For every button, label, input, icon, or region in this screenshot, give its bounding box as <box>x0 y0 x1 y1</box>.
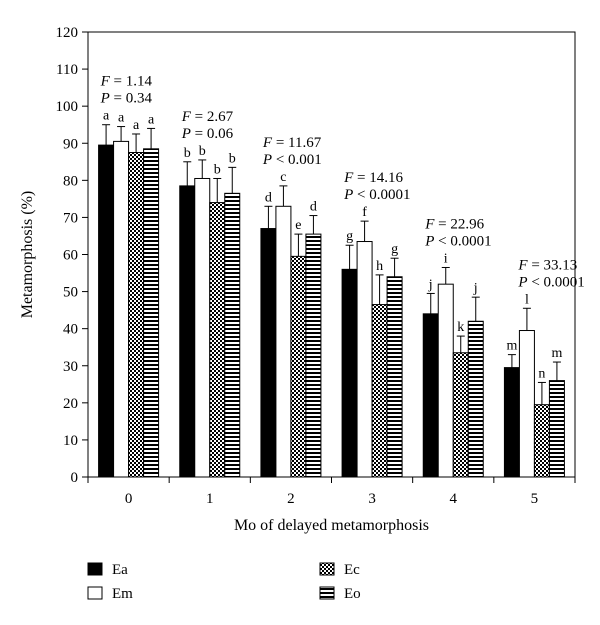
significance-letter: e <box>295 218 301 233</box>
legend-label-ea: Ea <box>112 562 128 578</box>
legend-label-em: Em <box>112 586 133 602</box>
y-tick-label: 80 <box>63 173 78 189</box>
plot-frame <box>87 31 576 478</box>
f-statistic-label: F = 1.14 <box>100 74 153 90</box>
y-tick-label: 30 <box>63 359 78 375</box>
legend-swatch-em <box>87 586 103 600</box>
significance-letter: j <box>428 277 433 292</box>
significance-letter: n <box>538 366 545 381</box>
y-tick-label: 120 <box>56 25 79 41</box>
bar-ec <box>371 304 388 478</box>
y-tick-label: 10 <box>63 433 78 449</box>
significance-letter: j <box>473 281 478 296</box>
bar-eo <box>224 192 241 478</box>
y-tick-label: 110 <box>56 62 78 78</box>
significance-letter: b <box>184 146 191 161</box>
bar-em <box>275 205 292 478</box>
significance-letter: i <box>444 251 448 266</box>
p-value-label: P = 0.34 <box>100 91 153 107</box>
significance-letter: a <box>103 109 110 124</box>
bar-em <box>437 283 454 478</box>
p-value-label: P < 0.0001 <box>343 187 410 203</box>
significance-letter: c <box>280 170 286 185</box>
bar-ec <box>452 352 469 478</box>
significance-letter: h <box>376 259 383 274</box>
bar-ec <box>290 255 307 478</box>
p-value-label: P = 0.06 <box>181 126 234 142</box>
y-tick-label: 40 <box>63 322 78 338</box>
x-tick-label: 4 <box>450 491 458 507</box>
y-tick-label: 50 <box>63 285 78 301</box>
bar-em <box>113 140 130 478</box>
significance-letter: k <box>457 320 464 335</box>
p-value-label: P < 0.0001 <box>517 274 584 290</box>
bar-ec <box>128 152 145 478</box>
significance-letter: g <box>346 229 353 244</box>
significance-letter: f <box>362 205 367 220</box>
significance-letter: b <box>199 144 206 159</box>
bar-ea <box>422 313 439 478</box>
f-statistic-label: F = 2.67 <box>181 109 234 125</box>
significance-letter: l <box>525 292 529 307</box>
legend-label-eo: Eo <box>344 586 361 602</box>
significance-letter: g <box>391 242 398 257</box>
y-tick-label: 90 <box>63 136 78 152</box>
bar-eo <box>305 233 322 478</box>
bar-ec <box>209 202 226 478</box>
bar-eo <box>143 148 160 478</box>
bar-ea <box>260 228 277 478</box>
x-tick-label: 0 <box>125 491 133 507</box>
p-value-label: P < 0.0001 <box>424 233 491 249</box>
significance-letter: d <box>310 200 317 215</box>
legend-swatch-ea <box>87 562 103 576</box>
y-tick-label: 70 <box>63 210 78 226</box>
bar-ea <box>98 144 115 478</box>
bar-em <box>194 177 211 478</box>
significance-letter: a <box>133 118 140 133</box>
x-tick-label: 5 <box>531 491 539 507</box>
bar-eo <box>548 380 565 478</box>
legend-label-ec: Ec <box>344 562 360 578</box>
significance-letter: a <box>148 112 155 127</box>
y-tick-label: 0 <box>71 470 79 486</box>
bar-ea <box>179 185 196 478</box>
f-statistic-label: F = 11.67 <box>262 135 322 151</box>
x-tick-label: 3 <box>368 491 376 507</box>
bar-ea <box>341 268 358 478</box>
bar-ea <box>503 367 520 478</box>
f-statistic-label: F = 22.96 <box>424 216 484 232</box>
legend-swatch-ec <box>319 562 335 576</box>
x-axis-title: Mo of delayed metamorphosis <box>234 517 429 534</box>
significance-letter: a <box>118 111 125 126</box>
bar-em <box>356 241 373 478</box>
p-value-label: P < 0.001 <box>262 152 322 168</box>
significance-letter: d <box>265 190 272 205</box>
significance-letter: b <box>229 151 236 166</box>
f-statistic-label: F = 14.16 <box>343 170 403 186</box>
y-tick-label: 100 <box>56 99 79 115</box>
x-tick-label: 2 <box>287 491 295 507</box>
bar-ec <box>533 404 550 478</box>
f-statistic-label: F = 33.13 <box>517 257 577 273</box>
x-tick-label: 1 <box>206 491 214 507</box>
y-axis-title: Metamorphosis (%) <box>19 191 36 319</box>
y-tick-label: 20 <box>63 396 78 412</box>
significance-letter: m <box>506 339 517 354</box>
bar-eo <box>386 276 403 478</box>
y-tick-label: 60 <box>63 248 78 264</box>
bar-em <box>518 330 535 478</box>
bar-eo <box>467 320 484 478</box>
significance-letter: m <box>551 346 562 361</box>
legend-swatch-eo <box>319 586 335 600</box>
significance-letter: b <box>214 162 221 177</box>
